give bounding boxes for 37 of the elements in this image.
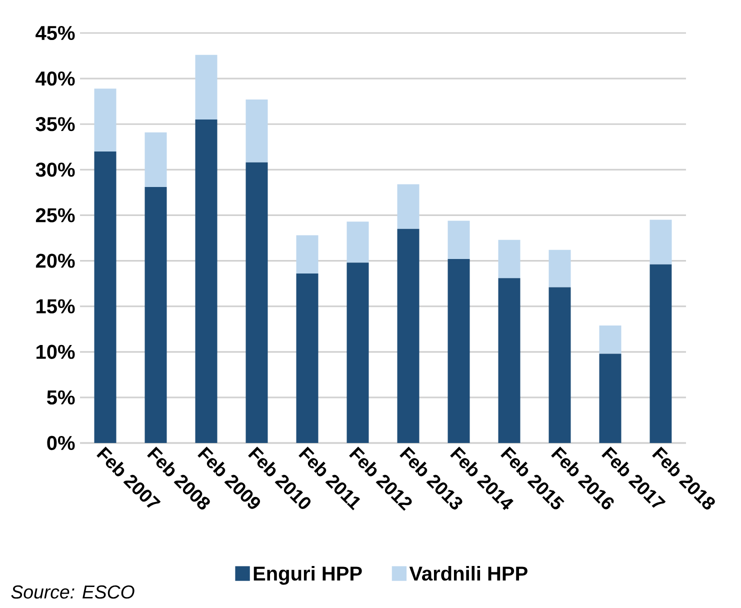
y-tick-label: 30%: [36, 162, 75, 177]
bar: [599, 354, 622, 443]
bar: [195, 120, 218, 443]
y-tick-label: 35%: [36, 117, 75, 132]
bar: [548, 287, 571, 443]
source-note: Source: ESCO: [11, 585, 134, 599]
bar: [144, 186, 167, 443]
bar: [246, 162, 268, 443]
y-tick-label: 5%: [46, 390, 75, 404]
y-tick-label: 20%: [36, 254, 75, 268]
bar: [296, 274, 318, 443]
bar: [346, 222, 369, 263]
bar: [246, 100, 268, 162]
bar: [94, 88, 116, 152]
bar: [448, 258, 470, 443]
bar: [650, 220, 672, 264]
bar: [448, 220, 470, 259]
bar: [650, 264, 672, 443]
bar: [548, 250, 571, 288]
bar: [296, 235, 318, 274]
y-tick-label: 0%: [47, 436, 75, 450]
bar: [599, 325, 622, 354]
bar: [195, 54, 218, 120]
legend-label: Enguri HPP: [254, 566, 362, 585]
bar: [144, 132, 167, 187]
bar: [94, 151, 116, 443]
legend-label: Vardnili HPP: [409, 566, 528, 581]
bar: [498, 278, 520, 443]
bar: [397, 184, 420, 229]
bar: [498, 240, 520, 278]
y-tick-label: 40%: [36, 71, 75, 86]
bar: [397, 228, 420, 443]
y-tick-label: 45%: [36, 26, 75, 40]
y-tick-label: 25%: [36, 208, 75, 222]
bar: [346, 262, 369, 443]
y-tick-label: 10%: [36, 344, 75, 359]
y-tick-label: 15%: [36, 299, 75, 314]
